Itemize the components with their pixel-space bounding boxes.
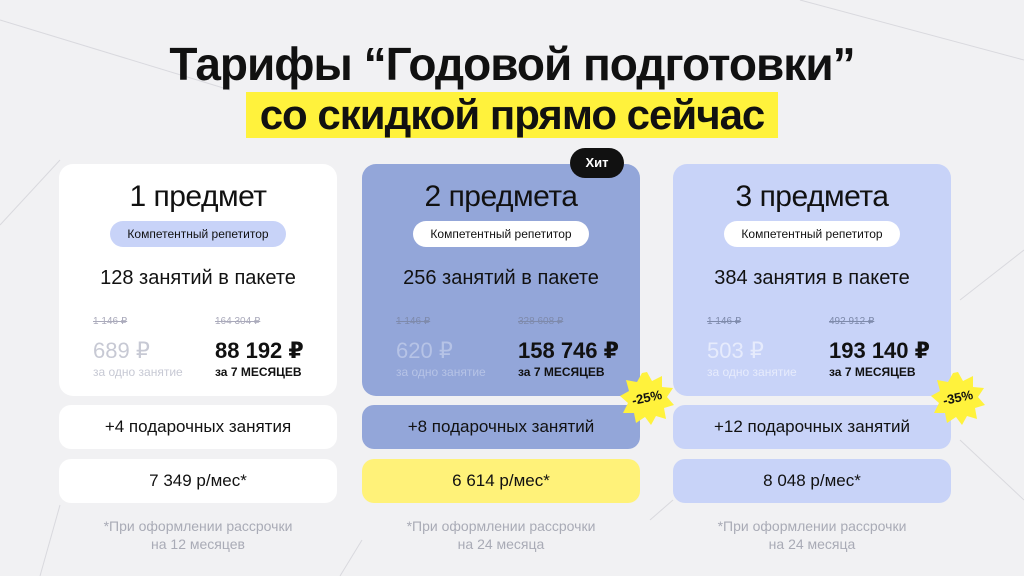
discount-burst: -35% [930,370,986,426]
price-per-lesson: 503 ₽ [707,338,764,363]
lessons-count: 128 занятий в пакете [100,267,296,289]
installment-note: *При оформлении рассрочки на 24 месяца [673,517,951,553]
page-subtitle: со скидкой прямо сейчас [245,92,779,138]
gift-lessons: +8 подарочных занятий [362,405,640,449]
plan-title: 3 предмета [735,180,889,213]
old-per-lesson-price: 1 146 ₽ [93,316,128,327]
installment-note: *При оформлении рассрочки на 24 месяца [362,517,640,553]
price-per-lesson: 620 ₽ [396,338,453,363]
plan-column-2: Хит 2 предмета Компетентный репетитор 25… [362,148,640,553]
lessons-count: 384 занятия в пакете [714,267,910,289]
burst-star-icon [931,372,985,425]
page-title: Тарифы “Годовой подготовки” [169,38,855,90]
burst-star-icon [620,372,674,425]
monthly-price-button[interactable]: 7 349 р/мес* [59,459,337,503]
total-price: 158 746 ₽ [518,338,619,363]
page-subtitle-wrap: со скидкой прямо сейчас [0,92,1024,138]
installment-note-line1: *При оформлении рассрочки [717,518,907,534]
tutor-chip: Компетентный репетитор [110,221,286,247]
installment-note-line2: на 12 месяцев [151,536,245,552]
gift-lessons: +4 подарочных занятия [59,405,337,449]
plan-column-3: 3 предмета Компетентный репетитор 384 за… [673,164,951,553]
total-label: за 7 МЕСЯЦЕВ [215,365,302,379]
tutor-chip-row: Компетентный репетитор [59,221,337,247]
installment-note: *При оформлении рассрочки на 12 месяцев [59,517,337,553]
total-label: за 7 МЕСЯЦЕВ [518,365,605,379]
price-per-lesson: 689 ₽ [93,338,150,363]
installment-note-line1: *При оформлении рассрочки [406,518,596,534]
discount-burst: -25% [619,370,675,426]
plan-card[interactable]: Хит 2 предмета Компетентный репетитор 25… [362,148,640,396]
tutor-chip: Компетентный репетитор [724,221,900,247]
old-total-price: 492 912 ₽ [829,316,875,327]
old-total-price: 164 304 ₽ [215,316,261,327]
total-price: 88 192 ₽ [215,338,304,363]
tutor-chip: Компетентный репетитор [413,221,589,247]
gift-lessons: +12 подарочных занятий [673,405,951,449]
monthly-price-button[interactable]: 6 614 р/мес* [362,459,640,503]
installment-note-line2: на 24 месяца [457,536,545,552]
tutor-chip-row: Компетентный репетитор [673,221,951,247]
monthly-price-button[interactable]: 8 048 р/мес* [673,459,951,503]
old-per-lesson-price: 1 146 ₽ [707,316,742,327]
plan-card[interactable]: 3 предмета Компетентный репетитор 384 за… [673,164,951,396]
plan-title: 1 предмет [129,180,267,213]
plan-column-1: 1 предмет Компетентный репетитор 128 зан… [59,164,337,553]
discount-label: -35% [941,387,975,409]
per-lesson-label: за одно занятие [396,365,486,379]
hit-badge: Хит [570,148,624,178]
installment-note-line1: *При оформлении рассрочки [103,518,293,534]
total-label: за 7 МЕСЯЦЕВ [829,365,916,379]
per-lesson-label: за одно занятие [707,365,797,379]
per-lesson-label: за одно занятие [93,365,183,379]
old-per-lesson-price: 1 146 ₽ [396,316,431,327]
installment-note-line2: на 24 месяца [768,536,856,552]
tutor-chip-row: Компетентный репетитор [362,221,640,247]
plan-title: 2 предмета [424,180,578,213]
discount-label: -25% [630,387,664,409]
old-total-price: 328 608 ₽ [518,316,564,327]
plan-card[interactable]: 1 предмет Компетентный репетитор 128 зан… [59,164,337,396]
total-price: 193 140 ₽ [829,338,930,363]
lessons-count: 256 занятий в пакете [403,267,599,289]
